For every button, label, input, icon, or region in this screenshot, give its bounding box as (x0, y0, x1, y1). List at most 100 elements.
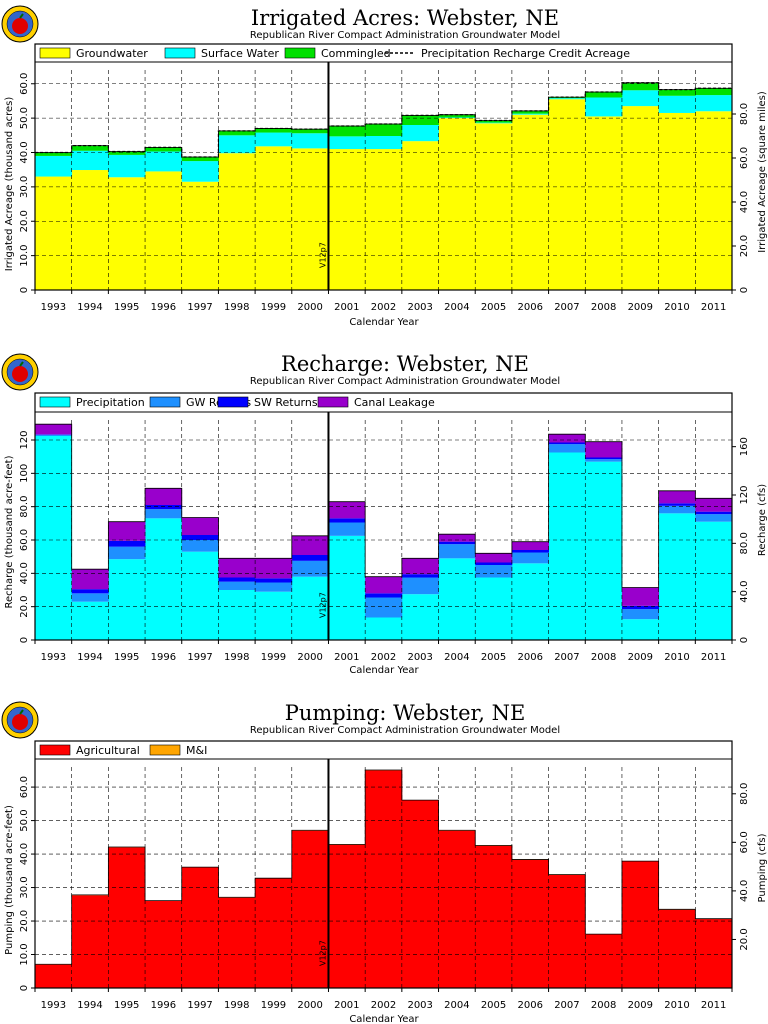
bar-segment-gw-returns (365, 597, 403, 618)
x-tick-label: 2004 (444, 1000, 469, 1011)
bar-segment-surface-water (475, 122, 513, 124)
bar-segment-agricultural (585, 934, 623, 988)
y-tick-label: 20.0 (19, 910, 30, 932)
y-tick-label: 40.0 (19, 141, 30, 163)
y-tick-label-right: 120 (739, 485, 750, 504)
bar-segment-agricultural (145, 900, 183, 988)
legend-swatch (149, 396, 181, 408)
bar-segment-gw-returns (291, 560, 329, 577)
legend-label: Precipitation (76, 396, 145, 409)
x-tick-label: 2000 (297, 652, 322, 663)
bar-segment-agricultural (328, 844, 366, 988)
bar-segment-surface-water (658, 95, 696, 113)
bar-segment-agricultural (475, 845, 513, 988)
y-tick-label-right: 60.0 (739, 147, 750, 169)
x-tick-label: 2002 (371, 1000, 396, 1011)
x-tick-label: 2002 (371, 652, 396, 663)
x-tick-label: 2001 (334, 1000, 359, 1011)
x-axis-label: Calendar Year (349, 665, 419, 676)
x-tick-label: 2009 (628, 652, 653, 663)
bar-segment-agricultural (658, 909, 696, 988)
bar-segment-canal-leakage (475, 553, 513, 563)
x-tick-label: 1994 (77, 652, 102, 663)
y-tick-label-right: 80.0 (739, 532, 750, 554)
x-tick-label: 2011 (701, 1000, 726, 1011)
bar-segment-surface-water (35, 155, 73, 177)
bar-segment-canal-leakage (511, 541, 549, 550)
y-tick-label-right: 0 (739, 637, 750, 643)
bar-segment-surface-water (438, 117, 476, 119)
bar-segment-sw-returns (585, 457, 623, 460)
apple-icon (12, 714, 28, 730)
y-tick-label: 120 (19, 430, 30, 449)
irrigated-acres-panel: Irrigated Acres: Webster, NE Republican … (1, 5, 768, 328)
x-tick-label: 2005 (481, 1000, 506, 1011)
y-tick-label-right: 40.0 (739, 581, 750, 603)
bar-segment-canal-leakage (181, 517, 219, 535)
bar-segment-gw-returns (328, 522, 366, 536)
bar-segment-agricultural (35, 964, 73, 988)
x-tick-label: 2008 (591, 652, 616, 663)
recharge-panel: Recharge: Webster, NE Republican River C… (1, 352, 768, 676)
bar-segment-surface-water (365, 136, 403, 150)
bar-segment-canal-leakage (365, 576, 403, 594)
apple-icon (12, 366, 28, 382)
bar-segment-gw-returns (255, 582, 293, 592)
x-tick-label: 2008 (591, 302, 616, 313)
x-tick-label: 2005 (481, 302, 506, 313)
bar-segment-canal-leakage (658, 490, 696, 504)
bar-segment-precipitation (145, 518, 183, 640)
bar-segment-agricultural (621, 861, 660, 988)
bar-segment-sw-returns (108, 540, 146, 547)
bar-segment-groundwater (365, 149, 403, 290)
x-tick-label: 2008 (591, 1000, 616, 1011)
legend-label: Precipitation Recharge Credit Acreage (421, 47, 630, 60)
legend-label: Canal Leakage (354, 396, 435, 409)
y-tick-label: 20.0 (19, 210, 30, 232)
x-tick-label: 2009 (628, 302, 653, 313)
bar-segment-agricultural (401, 800, 439, 988)
bar-segment-canal-leakage (548, 434, 586, 443)
bar-segment-precipitation (585, 461, 623, 640)
bar-segment-surface-water (328, 136, 366, 150)
x-tick-label: 1995 (114, 302, 139, 313)
bar-segment-commingled (511, 110, 549, 114)
bar-segment-commingled (71, 145, 109, 151)
x-tick-label: 1994 (77, 302, 102, 313)
y-axis-label-right: Irrigated Acreage (square miles) (757, 91, 768, 253)
bar-segment-precipitation (255, 591, 293, 640)
bar-segment-sw-returns (35, 434, 73, 435)
bar-segment-gw-returns (401, 577, 439, 595)
bar-segment-gw-returns (145, 509, 183, 519)
legend-swatch (164, 47, 196, 59)
bar-segment-groundwater (585, 116, 623, 290)
bar-segment-gw-returns (695, 514, 733, 522)
bar-segment-canal-leakage (401, 558, 439, 575)
legend-swatch (317, 396, 349, 408)
x-tick-label: 2010 (664, 302, 689, 313)
y-tick-label-right: 80.0 (739, 783, 750, 805)
bar-segment-groundwater (695, 111, 733, 290)
bar-segment-canal-leakage (108, 521, 146, 541)
bar-segment-gw-returns (71, 593, 109, 602)
x-tick-label: 2004 (444, 652, 469, 663)
legend-swatch (149, 744, 181, 756)
x-tick-label: 2004 (444, 302, 469, 313)
y-tick-label: 40.0 (19, 562, 30, 584)
bar-segment-groundwater (548, 99, 586, 290)
x-tick-label: 2006 (518, 652, 543, 663)
bar-segment-sw-returns (365, 593, 403, 598)
x-tick-label: 2011 (701, 302, 726, 313)
bar-segment-groundwater (475, 123, 513, 290)
bar-segment-sw-returns (145, 505, 183, 510)
chart-title: Pumping: Webster, NE (285, 701, 526, 725)
bar-segment-groundwater (401, 141, 439, 290)
bar-segment-precipitation (511, 563, 549, 640)
x-axis-label: Calendar Year (349, 317, 419, 328)
bar-segment-sw-returns (328, 518, 366, 523)
bar-segment-sw-returns (695, 511, 733, 515)
x-tick-label: 2011 (701, 652, 726, 663)
bar-segment-groundwater (511, 114, 549, 290)
bar-segment-gw-returns (35, 434, 73, 436)
bar-segment-surface-water (621, 90, 660, 107)
